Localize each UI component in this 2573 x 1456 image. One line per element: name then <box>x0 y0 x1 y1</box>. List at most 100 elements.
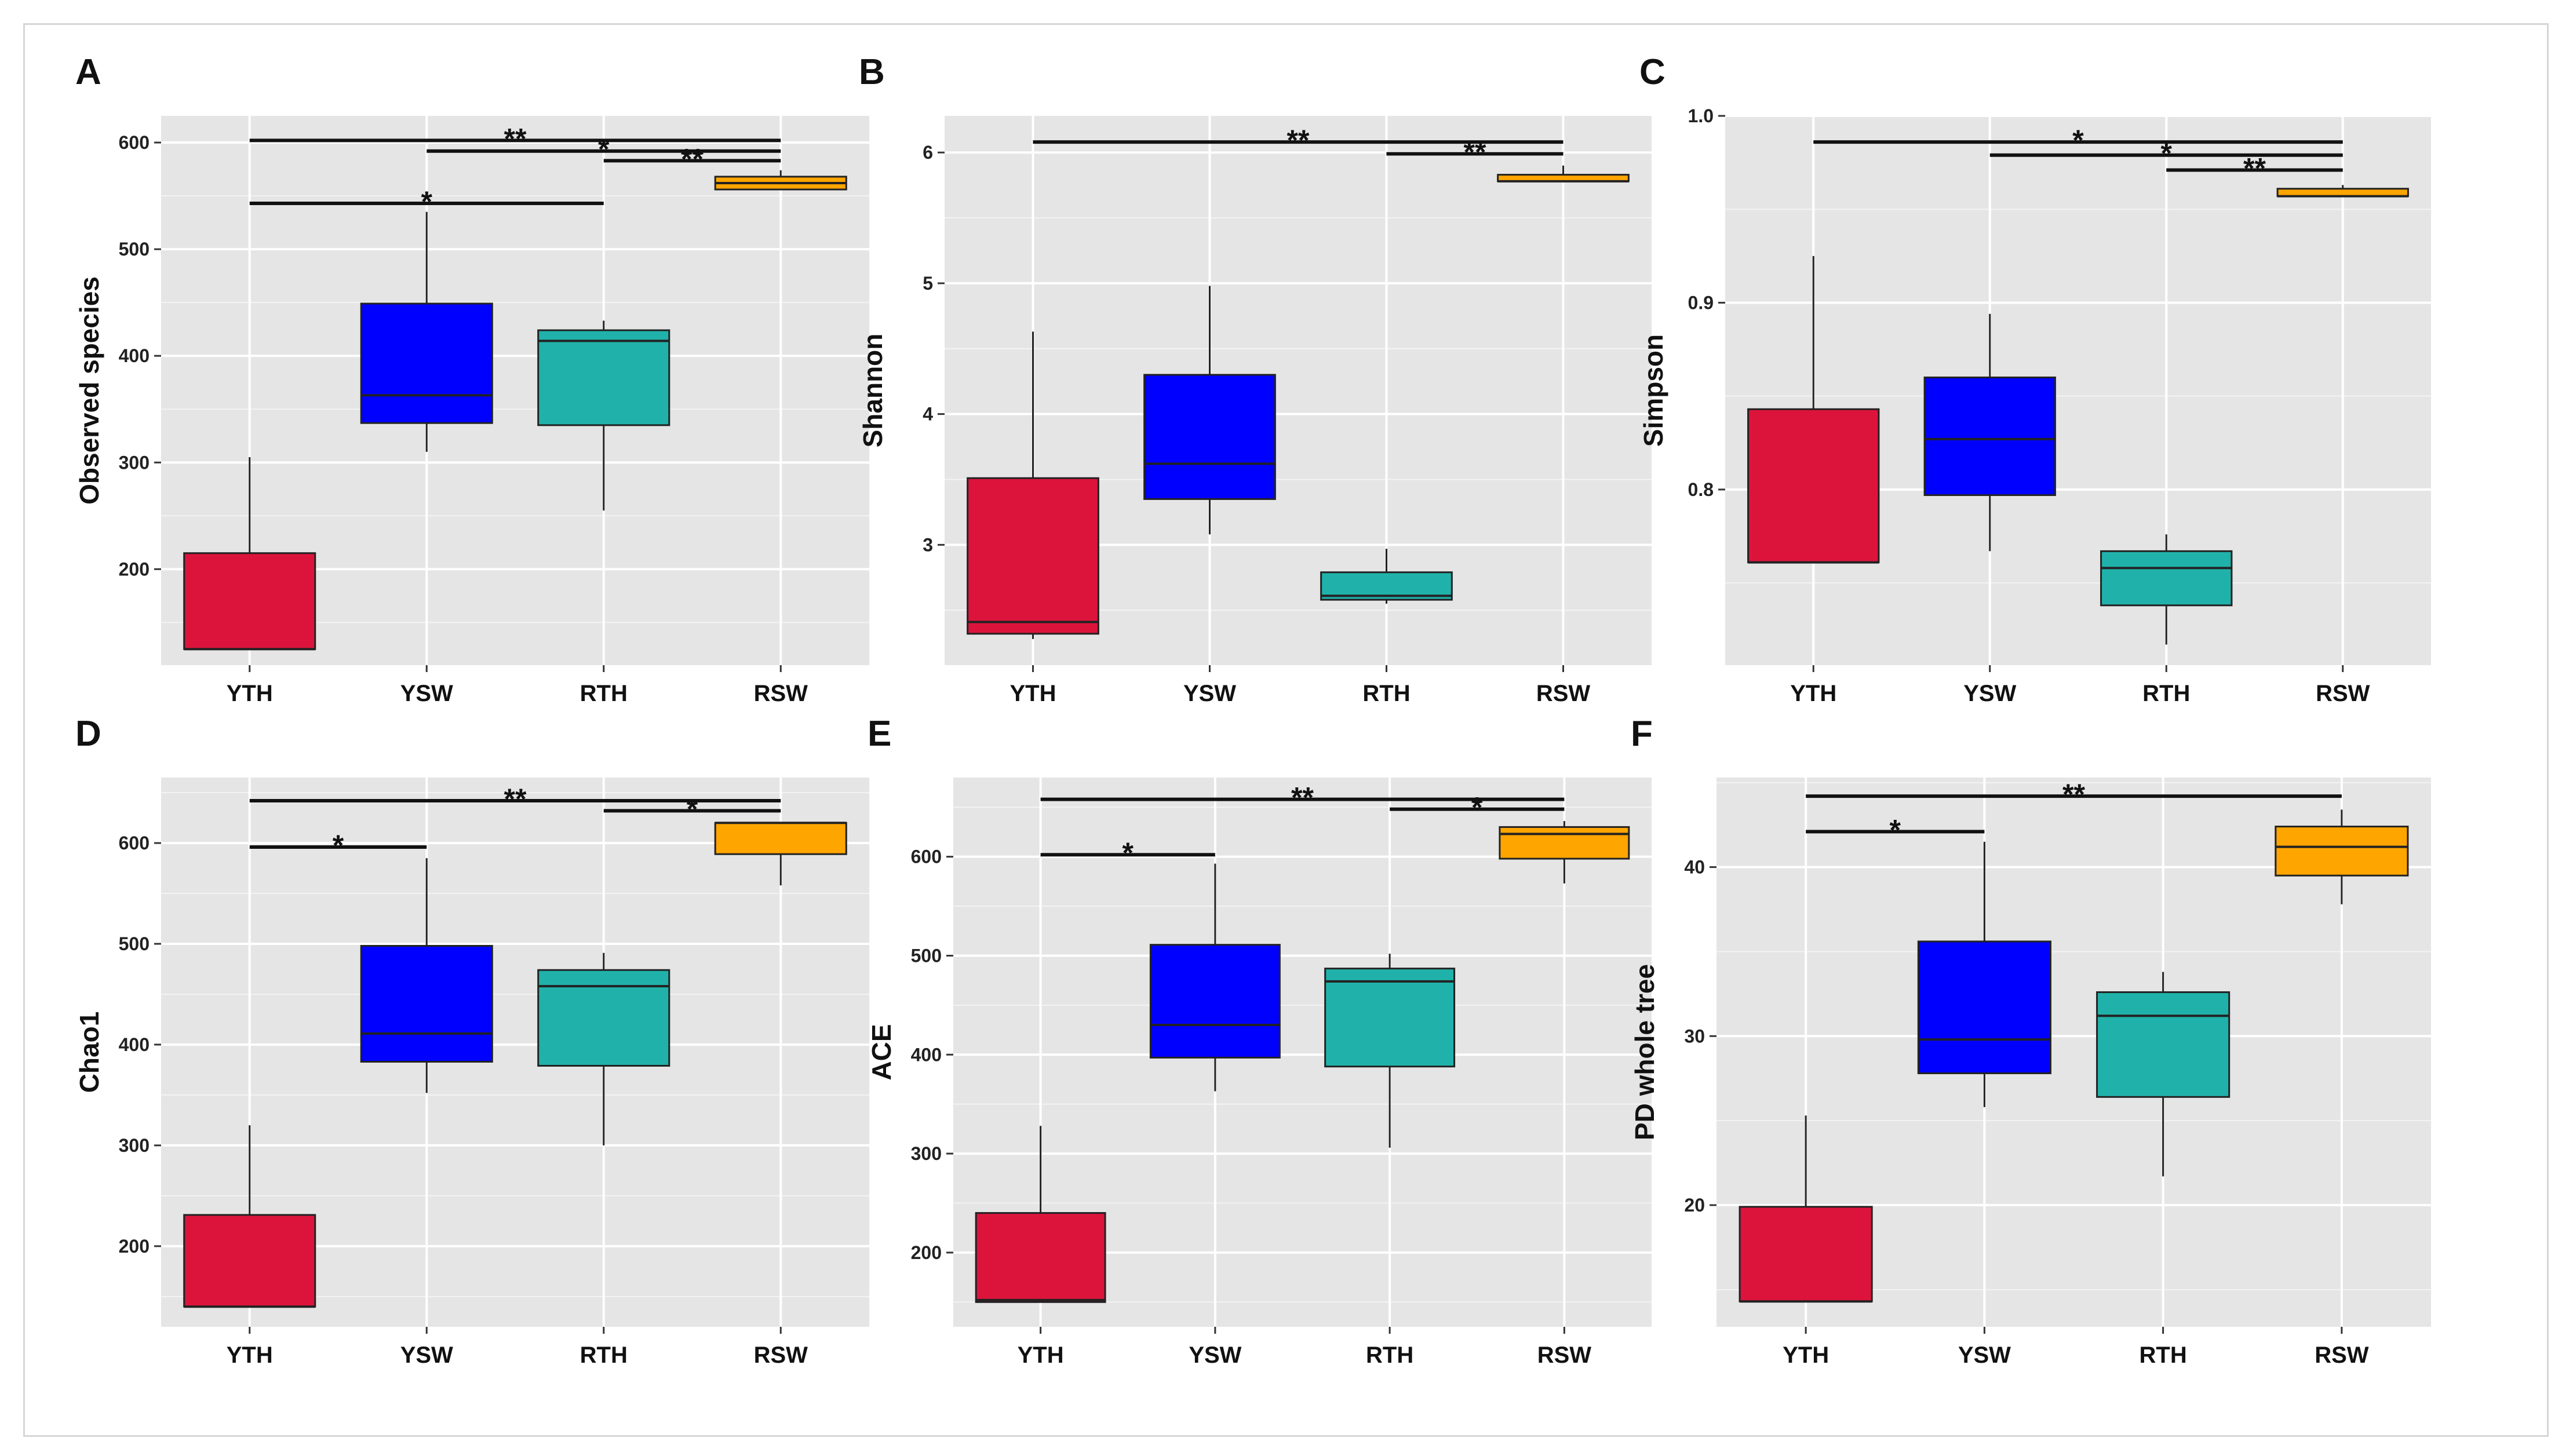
y-tick-label: 6 <box>923 142 933 163</box>
panel-letter: D <box>75 714 101 754</box>
x-tick-label-rsw: RSW <box>754 681 808 706</box>
box-iqr <box>975 1212 1106 1303</box>
significance-label: * <box>1123 837 1134 869</box>
significance-label: * <box>1890 813 1901 846</box>
x-tick-label-yth: YTH <box>1010 681 1056 706</box>
y-tick-label: 200 <box>119 559 150 579</box>
significance-label: ** <box>681 143 704 175</box>
x-tick-label-ysw: YSW <box>1963 681 2016 706</box>
box-iqr <box>1917 940 2051 1074</box>
box-iqr <box>1923 376 2056 497</box>
box-rsw <box>1497 165 1630 183</box>
figure-frame <box>23 23 2549 1437</box>
significance-label: ** <box>1287 124 1310 156</box>
x-tick-label-yth: YTH <box>1790 681 1836 706</box>
y-tick-label: 300 <box>119 452 150 473</box>
box-iqr <box>360 944 493 1063</box>
box-iqr <box>537 329 670 426</box>
significance-label: * <box>1471 791 1483 824</box>
y-tick-label: 0.9 <box>1688 292 1714 313</box>
significance-label: * <box>687 793 698 825</box>
box-iqr <box>1747 408 1880 564</box>
box-yth <box>1747 256 1880 564</box>
y-tick-label: 5 <box>923 273 933 294</box>
significance-label: * <box>421 185 433 218</box>
x-tick-label-rth: RTH <box>1362 681 1410 706</box>
box-rsw <box>2276 185 2409 198</box>
box-rth <box>537 320 670 511</box>
x-tick-label-yth: YTH <box>1018 1342 1064 1368</box>
box-rsw <box>714 170 847 191</box>
y-tick-label: 500 <box>911 945 942 966</box>
box-iqr <box>1149 944 1281 1059</box>
x-tick-label-rth: RTH <box>1366 1342 1413 1368</box>
box-iqr <box>1499 826 1630 860</box>
box-rth <box>537 953 670 1145</box>
box-yth <box>183 457 316 651</box>
box-iqr <box>360 302 493 424</box>
box-ysw <box>360 211 493 452</box>
box-ysw <box>1917 841 2051 1107</box>
box-iqr <box>1739 1206 1873 1302</box>
box-iqr <box>537 969 670 1067</box>
y-axis-title: PD whole tree <box>1630 964 1660 1140</box>
box-ysw <box>1143 286 1276 535</box>
y-axis-title: Chao1 <box>74 1012 104 1093</box>
box-ysw <box>1923 313 2056 552</box>
significance-label: ** <box>1291 782 1314 814</box>
x-tick-label-ysw: YSW <box>1958 1342 2011 1368</box>
x-tick-label-yth: YTH <box>227 681 273 706</box>
y-tick-label: 400 <box>911 1044 942 1065</box>
y-tick-label: 3 <box>923 534 933 555</box>
y-axis-title: Simpson <box>1638 334 1668 447</box>
y-tick-label: 1.0 <box>1688 105 1714 126</box>
box-iqr <box>183 1214 316 1308</box>
y-tick-label: 30 <box>1684 1026 1705 1046</box>
x-tick-label-rsw: RSW <box>2315 1342 2369 1368</box>
y-tick-label: 0.8 <box>1688 479 1714 500</box>
y-tick-label: 200 <box>119 1236 150 1257</box>
box-yth <box>975 1126 1106 1303</box>
x-tick-label-ysw: YSW <box>1189 1342 1241 1368</box>
box-iqr <box>2100 550 2233 607</box>
x-tick-label-rth: RTH <box>2140 1342 2187 1368</box>
x-tick-label-ysw: YSW <box>400 681 453 706</box>
box-rth <box>2096 972 2231 1177</box>
y-tick-label: 20 <box>1684 1195 1705 1216</box>
x-tick-label-ysw: YSW <box>400 1342 453 1368</box>
box-iqr <box>1324 968 1456 1068</box>
box-ysw <box>360 858 493 1093</box>
y-tick-label: 40 <box>1684 857 1705 878</box>
panel-letter: B <box>859 52 885 92</box>
box-iqr <box>714 822 847 855</box>
plot-background <box>1725 116 2431 665</box>
box-yth <box>1739 1115 1873 1303</box>
box-iqr <box>2096 991 2231 1098</box>
y-tick-label: 600 <box>119 833 150 853</box>
x-tick-label-rsw: RSW <box>1536 681 1591 706</box>
x-tick-label-yth: YTH <box>227 1342 273 1368</box>
y-axis-title: ACE <box>866 1024 896 1080</box>
panel-letter: A <box>75 52 101 92</box>
box-rth <box>2100 534 2233 645</box>
y-tick-label: 200 <box>911 1242 942 1263</box>
y-tick-label: 300 <box>911 1143 942 1164</box>
significance-label: * <box>598 133 610 166</box>
x-tick-label-rth: RTH <box>2142 681 2190 706</box>
x-tick-label-rth: RTH <box>580 1342 628 1368</box>
box-rth <box>1320 549 1453 604</box>
y-tick-label: 600 <box>911 846 942 867</box>
box-rsw <box>2275 809 2409 904</box>
panel-b: 3 4 5 6 YTH YSW RTH RSW ** ** B Shannon <box>858 52 1652 706</box>
x-tick-label-yth: YTH <box>1783 1342 1829 1368</box>
significance-label: ** <box>504 783 527 815</box>
y-tick-label: 600 <box>119 132 150 153</box>
panel-letter: E <box>868 714 891 754</box>
y-tick-label: 4 <box>923 404 933 425</box>
